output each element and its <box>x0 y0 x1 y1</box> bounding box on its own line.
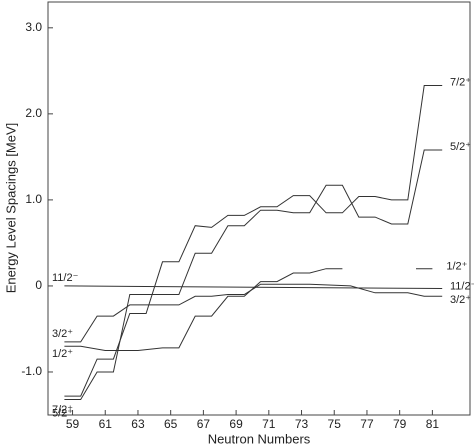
x-tick-label: 79 <box>393 417 407 431</box>
x-tick-label: 81 <box>426 417 440 431</box>
x-tick-label: 59 <box>66 417 80 431</box>
series-label-left: 1/2⁺ <box>52 348 73 360</box>
x-tick-label: 77 <box>360 417 374 431</box>
series-label-right: 5/2⁺ <box>450 141 471 153</box>
x-tick-label: 73 <box>295 417 309 431</box>
y-tick-label: 2.0 <box>25 106 42 120</box>
series-label-left: 7/2⁺ <box>52 404 73 416</box>
x-tick-label: 61 <box>99 417 113 431</box>
series-label-right: 11/2⁻ <box>450 280 474 292</box>
series-label-right: 1/2⁺ <box>446 261 467 273</box>
series-label-right: 3/2⁺ <box>450 294 471 306</box>
y-axis-label: Energy Level Spacings [MeV] <box>3 123 18 294</box>
series-label-left: 11/2⁻ <box>52 272 79 284</box>
plot-frame <box>47 1 471 416</box>
series-line <box>64 149 443 400</box>
y-tick-label: -1.0 <box>21 364 42 378</box>
x-tick-label: 69 <box>229 417 243 431</box>
series-line <box>64 285 443 289</box>
x-tick-label: 65 <box>164 417 178 431</box>
series-line <box>64 268 433 351</box>
series-label-left: 5/2⁺ <box>52 407 73 419</box>
x-tick-label: 71 <box>262 417 276 431</box>
series-line <box>64 85 443 397</box>
x-tick-label: 63 <box>131 417 145 431</box>
series-line <box>64 283 443 343</box>
y-tick-label: 0 <box>35 278 42 292</box>
x-tick-label: 67 <box>197 417 211 431</box>
series-label-left: 3/2⁺ <box>52 328 73 340</box>
y-tick-label: 3.0 <box>25 20 42 34</box>
y-tick-label: 1.0 <box>25 192 42 206</box>
x-axis-label: Neutron Numbers <box>208 431 311 446</box>
series-label-right: 7/2⁺ <box>450 76 471 88</box>
x-tick-label: 75 <box>328 417 342 431</box>
